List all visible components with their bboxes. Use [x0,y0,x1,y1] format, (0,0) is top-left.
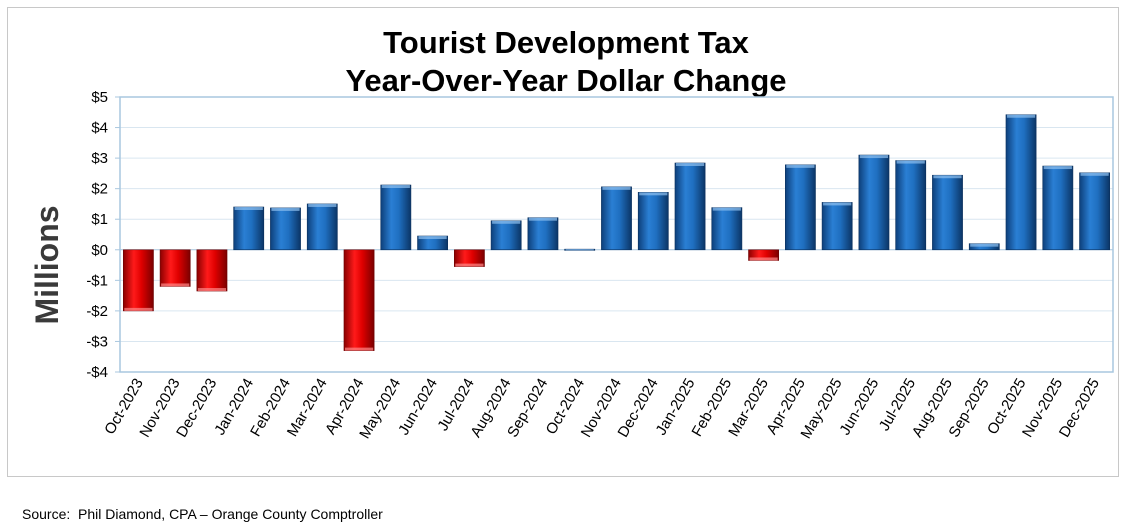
y-tick-label: -$3 [86,333,108,350]
y-tick-label: $4 [91,120,108,137]
bar-bevel [161,283,190,287]
bar-bevel [639,192,668,196]
bar-aug-2025 [932,174,963,251]
bar-bevel [786,164,815,168]
bar-oct-2025 [1005,114,1037,251]
bar-may-2024 [380,184,412,251]
y-tick-label: -$2 [86,303,108,320]
bar-bevel [234,207,263,210]
y-tick-label: $2 [91,181,108,198]
plot-area-border [119,96,1114,373]
y-tick-labels: $5 $4 $3 $2 $1 $0 -$1 -$2 -$3 -$4 [86,89,108,381]
y-tick-label: $5 [91,89,108,106]
y-tick-label: $3 [91,150,108,167]
bar-feb-2025 [711,207,743,251]
bar-bevel [197,288,227,292]
bars [123,114,1110,351]
bar-bevel [492,220,521,224]
bar-bevel [896,160,925,164]
bar-bevel [528,217,558,221]
bar-nov-2025 [1042,165,1074,251]
bar-dec-2025 [1079,172,1110,251]
bar-sep-2024 [527,217,559,251]
bar-bevel [749,257,778,261]
bar-bevel [308,203,337,207]
bar-nov-2023 [159,249,191,287]
y-tick-label: $1 [91,211,108,228]
bar-bevel [859,155,889,159]
source-note: Source: Phil Diamond, CPA – Orange Count… [22,506,383,522]
bar-bevel [823,202,852,206]
bar-bevel [1080,172,1109,176]
bar-jan-2024 [233,206,265,251]
y-tick-label: -$1 [86,272,108,289]
y-tick-label: $0 [91,242,108,259]
bar-bevel [1006,114,1036,118]
bar-apr-2024 [343,249,375,351]
y-axis-label: Millions [29,205,65,324]
bar-apr-2025 [785,164,816,251]
bar-bevel [1043,166,1072,170]
bar-bevel [970,243,999,247]
bar-aug-2024 [490,220,522,251]
bar-bevel [271,207,300,211]
bar-jan-2025 [674,162,706,251]
bar-bevel [455,263,484,267]
x-tick-labels: Oct-2023Nov-2023Dec-2023Jan-2024Feb-2024… [101,375,1103,441]
bar-oct-2023 [123,249,154,312]
bar-bevel [344,347,374,351]
bar-bevel [124,307,153,311]
bar-nov-2024 [601,186,632,251]
chart-title-line-1: Tourist Development Tax [383,25,750,60]
bar-bevel [418,236,447,240]
bar-bevel [381,185,410,188]
bar-dec-2024 [637,192,669,251]
bar-feb-2024 [270,207,301,251]
bar-jul-2025 [895,160,927,251]
bar-may-2025 [821,202,853,251]
bar-bevel [602,186,631,190]
chart: Tourist Development Tax Year-Over-Year D… [29,25,1114,442]
chart-title-line-2: Year-Over-Year Dollar Change [345,63,786,98]
bar-bevel [675,163,705,166]
y-tick-label: -$4 [86,364,108,381]
bar-jun-2025 [858,154,890,251]
bar-bevel [933,175,962,179]
bar-dec-2023 [196,249,228,292]
bar-bevel [712,207,741,211]
bar-bevel [565,249,594,251]
bar-mar-2024 [306,203,338,251]
